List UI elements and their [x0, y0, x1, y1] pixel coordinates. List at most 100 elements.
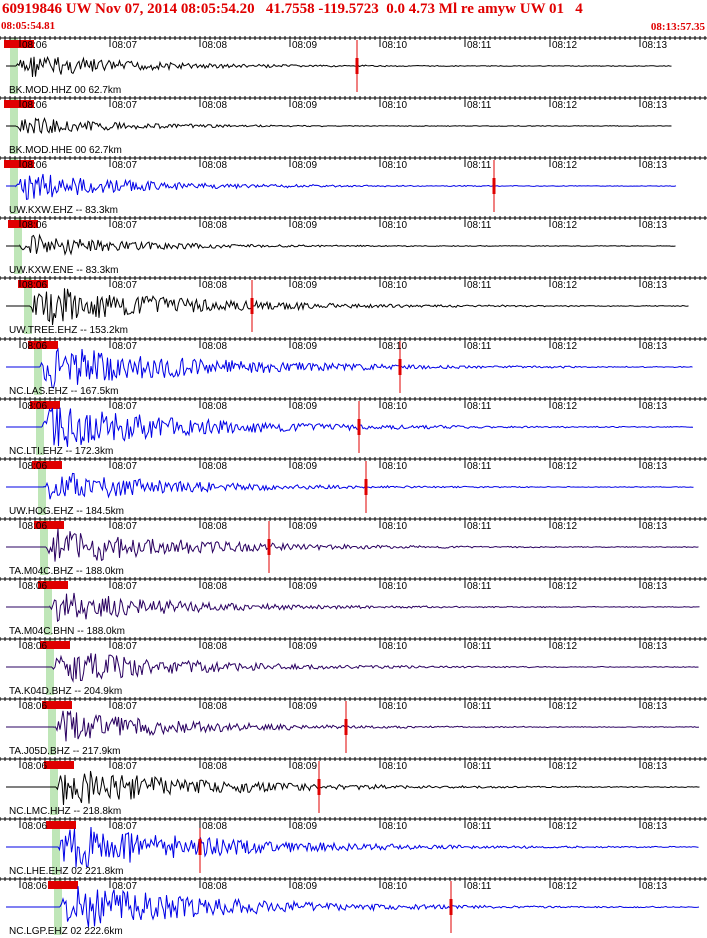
station-label: UW.HOG.EHZ -- 184.5km [9, 505, 125, 517]
minute-tick-label: 08:09 [292, 641, 318, 652]
minute-tick-label: 08:12 [552, 40, 578, 51]
minute-tick-label: 08:10 [382, 280, 408, 292]
minute-tick-label: 08:06 [22, 520, 48, 532]
minute-tick-label: 08:07 [112, 761, 138, 773]
minute-tick-label: 08:06 [22, 160, 48, 172]
start-time: 08:05:54.81 [1, 20, 56, 32]
seismogram-panels: 08:06 08:07 08:08 08:09 08:10 08:11 08:12 08:13… [0, 36, 707, 938]
trace-plot [0, 156, 707, 215]
minute-tick-label: 08:10 [382, 881, 408, 893]
minute-tick-label: 08:12 [552, 280, 578, 292]
trace-plot [0, 817, 707, 876]
trace-panel: 08:06 08:07 08:08 08:09 08:10 08:11 08:12 08:13… [0, 576, 707, 637]
trace-plot [0, 757, 707, 816]
minute-tick-label: 08:08 [202, 701, 228, 713]
minute-tick-label: 08:07 [112, 220, 138, 232]
phase-pick-marker [357, 418, 361, 435]
minute-tick-label: 08:11 [467, 881, 492, 893]
minute-tick-label: 08:11 [467, 580, 492, 592]
minute-tick-label: 08:12 [552, 520, 578, 532]
onset-marker [4, 100, 34, 109]
time-ruler [0, 96, 707, 101]
onset-marker [30, 400, 60, 409]
trace-panel: 08:06 08:07 08:08 08:09 08:10 08:11 08:12 08:13… [0, 276, 707, 336]
minute-tick-label: 08:13 [642, 220, 668, 232]
onset-marker [40, 641, 70, 649]
minute-tick-label: 08:06 [22, 220, 48, 232]
seismogram-waveform [57, 827, 699, 868]
station-label: TA.K04D.BHZ -- 204.9km [9, 686, 123, 697]
minute-tick-label: 08:07 [112, 40, 138, 51]
minute-tick-label: 08:06 [22, 280, 48, 292]
minute-tick-label: 08:11 [467, 701, 492, 713]
minute-tick-label: 08:09 [292, 580, 318, 592]
minute-tick-label: 08:07 [112, 580, 138, 592]
minute-tick-label: 08:12 [552, 220, 578, 232]
minute-tick-label: 08:09 [292, 400, 318, 412]
phase-pick-marker [355, 58, 359, 74]
station-label: UW.KXW.ENE -- 83.3km [9, 265, 119, 277]
station-label: NC.LAS.EHZ -- 167.5km [9, 385, 119, 397]
minute-tick-label: 08:10 [382, 641, 408, 652]
minute-tick-label: 08:08 [202, 340, 228, 352]
minute-tick-label: 08:13 [642, 641, 668, 652]
minute-tick-label: 08:09 [292, 340, 318, 352]
trace-plot [0, 276, 707, 335]
minute-tick-label: 08:10 [382, 220, 408, 232]
minute-tick-label: 08:07 [112, 280, 138, 292]
station-label: TA.M04C.BHN -- 188.0km [9, 625, 125, 637]
trace-plot [0, 877, 707, 936]
minute-tick-label: 08:09 [292, 100, 318, 112]
minute-tick-label: 08:08 [202, 40, 228, 51]
minute-tick-label: 08:06 [22, 761, 48, 773]
onset-marker [4, 40, 34, 48]
minute-tick-label: 08:06 [22, 701, 48, 713]
minute-tick-label: 08:11 [467, 400, 492, 412]
minute-tick-label: 08:12 [552, 821, 578, 833]
minute-tick-label: 08:08 [202, 821, 228, 833]
time-ruler [0, 637, 707, 641]
trace-panel: 08:06 08:07 08:08 08:09 08:10 08:11 08:12 08:13… [0, 456, 707, 517]
trace-panel: 08:06 08:07 08:08 08:09 08:10 08:11 08:12 08:13… [0, 697, 707, 757]
trace-plot [0, 456, 707, 515]
seismogram-waveform [39, 347, 693, 389]
minute-tick-label: 08:10 [382, 460, 408, 472]
onset-marker [34, 520, 64, 529]
station-label: TA.J05D.BHZ -- 217.9km [9, 746, 121, 758]
phase-pick-marker [364, 478, 368, 495]
trace-panel: 08:06 08:07 08:08 08:09 08:10 08:11 08:12 08:13… [0, 817, 707, 877]
station-label: TA.M04C.BHZ -- 188.0km [9, 565, 124, 577]
minute-tick-label: 08:11 [467, 460, 492, 472]
minute-tick-label: 08:12 [552, 580, 578, 592]
trace-panel: 08:06 08:07 08:08 08:09 08:10 08:11 08:12 08:13… [0, 516, 707, 577]
seismogram-waveform [55, 771, 700, 806]
trace-panel: 08:06 08:07 08:08 08:09 08:10 08:11 08:12 08:13… [0, 36, 707, 96]
minute-tick-label: 08:13 [642, 280, 668, 292]
phase-pick-marker [250, 298, 254, 315]
minute-tick-label: 08:06 [22, 881, 48, 893]
onset-marker [44, 761, 74, 770]
minute-tick-label: 08:09 [292, 881, 318, 893]
time-ruler [0, 276, 707, 281]
record-header: 60919846 UW Nov 07, 2014 08:05:54.20 41.… [0, 0, 707, 36]
minute-tick-label: 08:11 [467, 160, 492, 172]
minute-tick-label: 08:09 [292, 460, 318, 472]
time-ruler [0, 156, 707, 161]
minute-tick-label: 08:06 [22, 580, 48, 592]
minute-tick-label: 08:08 [202, 400, 228, 412]
event-title: 60919846 UW Nov 07, 2014 08:05:54.20 41.… [2, 1, 583, 17]
seismogram-waveform [43, 472, 694, 500]
time-ruler [0, 697, 707, 702]
seismogram-waveform [41, 407, 694, 447]
minute-tick-label: 08:09 [292, 220, 318, 232]
minute-tick-label: 08:12 [552, 400, 578, 412]
seismogram-waveform [49, 592, 700, 622]
minute-tick-label: 08:08 [202, 520, 228, 532]
minute-tick-label: 08:10 [382, 520, 408, 532]
minute-tick-label: 08:10 [382, 821, 408, 833]
phase-pick-marker [317, 779, 321, 796]
minute-tick-label: 08:07 [112, 641, 138, 652]
minute-tick-label: 08:12 [552, 701, 578, 713]
time-ruler [0, 817, 707, 822]
minute-tick-label: 08:07 [112, 460, 138, 472]
